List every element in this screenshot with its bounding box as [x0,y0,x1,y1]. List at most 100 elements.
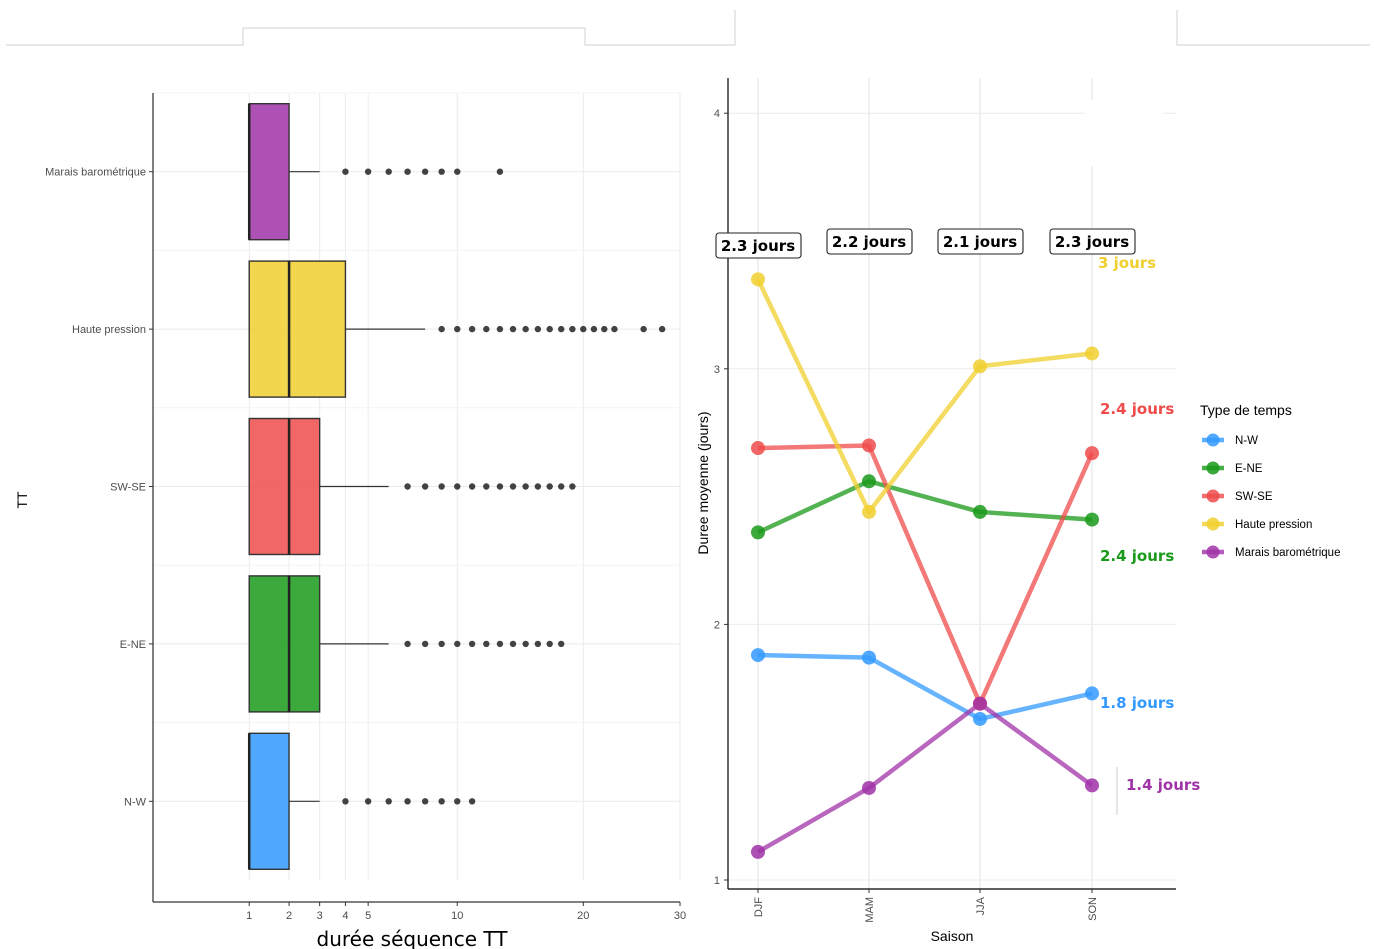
line-series-point [973,359,987,374]
legend-label: E-NE [1235,463,1263,475]
boxplot-outlier-point [658,325,666,333]
boxplot-outlier-point [509,483,517,490]
boxplot-x-tick-label: 10 [451,910,463,922]
boxplot-box [248,260,347,398]
boxplot-outlier-point [509,640,517,648]
line-series-point [973,504,987,519]
season-label-box [715,232,802,259]
line-x-tick-label: SON [1087,897,1099,921]
boxplot-outlier-point [385,168,392,175]
boxplot-outlier-point [534,325,542,333]
boxplot-outlier-point [364,168,372,175]
boxplot-outlier-point [601,325,608,333]
legend-swatch-point [1206,461,1220,475]
boxplot-x-axis-title: durée séquence TT [317,927,509,949]
boxplot-y-tick-label: E-NE [120,639,146,651]
legend-swatch-point [1206,489,1220,503]
boxplot-box [248,575,321,713]
boxplot-x-tick-label: 20 [577,910,589,922]
boxplot-outlier-point [522,325,529,333]
boxplot-outlier-point [342,798,349,805]
line-series-point [751,272,765,287]
boxplot-box [248,102,290,241]
boxplot-x-tick-label: 2 [286,910,292,922]
line-series-point [751,441,765,456]
boxplot-y-tick-label: Marais barométrique [45,167,146,179]
boxplot-outlier-point [558,325,565,333]
line-series-path [757,652,1093,722]
boxplot-x-tick-label: 1 [246,910,252,922]
boxplot-marks [247,102,666,870]
legend-label: Marais barométrique [1235,547,1340,559]
boxplot-outlier-point [438,168,445,175]
boxplot-outlier-point [496,483,504,490]
line-y-tick-label: 4 [714,108,720,120]
boxplot-outlier-point [468,640,476,648]
boxplot-outlier-point [546,325,553,333]
boxplot-outlier-point [534,483,542,490]
boxplot-outlier-point [404,483,411,490]
boxplot-x-tick-label: 30 [674,910,686,922]
line-series-path [755,278,1093,515]
season-label: 2.1 jours [937,228,1024,255]
boxplot-outlier-point [404,798,411,805]
line-series-point [1085,778,1099,793]
season-label-text: 2.3 jours [1055,233,1129,251]
top-tab-lines [6,10,1370,46]
season-label: 2.3 jours [1049,228,1136,255]
boxplot-grid [153,92,681,880]
line-y-tick-label: 2 [714,619,720,631]
line-chart-axes: 1 2 3 4 DJF MAM JJA SON [714,78,1176,923]
boxplot-outlier-point [438,325,445,333]
line-series-point [862,474,876,489]
boxplot-y-tick-label: N-W [124,796,147,808]
legend-title: Type de temps [1200,402,1292,418]
boxplot-y-tick-label: SW-SE [110,482,146,494]
boxplot-outlier-point [421,168,429,175]
line-chart-grid [728,78,1176,889]
boxplot-outlier-point [468,798,476,805]
boxplot-axes: 1 2 3 4 5 10 20 30 N-W E-NE SW-SE Haute pression Mar… [45,93,686,922]
boxplot-outlier-point [421,483,429,490]
line-x-axis-title: Saison [931,928,974,944]
series-end-label: 1.8 jours [1100,694,1174,712]
boxplot-outlier-point [438,483,445,490]
boxplot-outlier-point [640,325,647,333]
boxplot-outlier-point [385,798,392,805]
line-x-tick-label: DJF [753,897,765,917]
legend-swatch-point [1206,433,1220,447]
boxplot-x-tick-label: 5 [365,910,371,922]
line-series-point [862,438,876,453]
line-series-path [757,479,1093,535]
boxplot-outlier-point [438,798,445,805]
boxplot-outlier-point [496,168,504,175]
line-series-point [751,648,765,663]
boxplot-outlier-point [611,325,618,333]
boxplot-outlier-point [546,483,553,490]
boxplot-x-tick-label: 3 [317,910,323,922]
legend-swatch-point [1206,517,1220,531]
line-chart-labels: 2.3 jours 2.2 jours 2.1 jours 2.3 jours 1.8 … [715,228,1200,815]
line-series-path [756,701,1094,854]
boxplot-outlier-point [454,483,461,490]
boxplot-outlier-point [454,168,461,175]
boxplot-outlier-point [421,798,429,805]
line-series-point [862,780,876,795]
boxplot-outlier-point [558,640,565,648]
series-end-label: 1.4 jours [1126,776,1200,794]
boxplot-outlier-point [468,483,476,490]
line-series-path [757,443,1095,706]
boxplot-outlier-point [483,640,490,648]
boxplot-outlier-point [569,483,576,490]
line-series-point [1085,512,1099,527]
boxplot-box [248,417,321,556]
boxplot-y-tick-label: Haute pression [72,324,146,336]
boxplot-outlier-point [496,640,504,648]
line-series-point [751,525,765,540]
boxplot-outlier-point [454,640,461,648]
boxplot-outlier-point [522,483,529,490]
boxplot-outlier-point [483,325,490,333]
boxplot-outlier-point [496,325,504,333]
line-series-point [1085,446,1099,461]
